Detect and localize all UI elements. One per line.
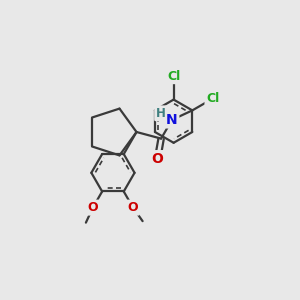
Text: Cl: Cl bbox=[167, 70, 180, 83]
Text: N: N bbox=[166, 113, 178, 127]
Text: Cl: Cl bbox=[206, 92, 219, 105]
Text: O: O bbox=[88, 201, 98, 214]
Text: H: H bbox=[156, 107, 166, 120]
Text: O: O bbox=[152, 152, 164, 166]
Text: O: O bbox=[128, 201, 138, 214]
